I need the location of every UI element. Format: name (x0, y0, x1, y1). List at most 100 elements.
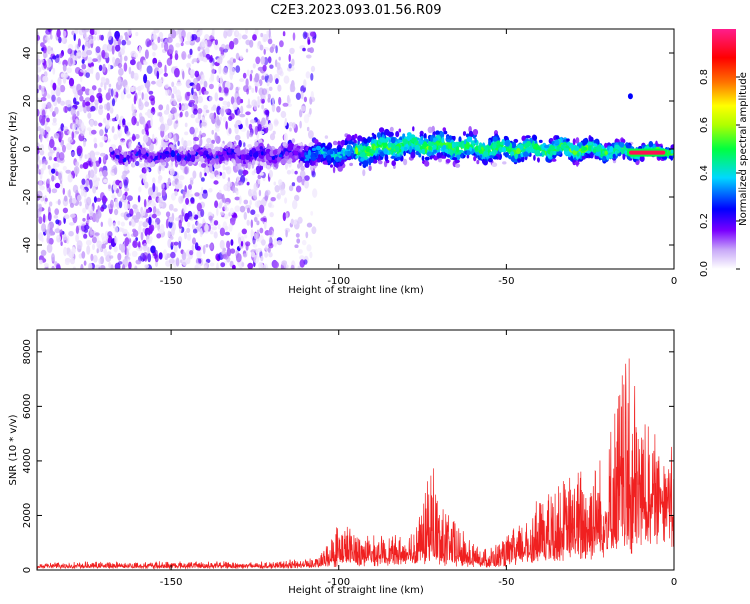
heatmap-cell (263, 48, 266, 55)
heatmap-cell (286, 170, 292, 175)
heatmap-cell (152, 51, 156, 57)
heatmap-cell (280, 110, 287, 119)
heatmap-cell (258, 204, 265, 214)
heatmap-cell (574, 145, 580, 152)
heatmap-cell (95, 197, 102, 202)
heatmap-cell (37, 108, 40, 117)
heatmap-cell (189, 99, 196, 104)
heatmap-cell (291, 122, 296, 129)
heatmap-cell (569, 144, 575, 149)
heatmap-cell (295, 185, 302, 193)
heatmap-cell (141, 129, 145, 135)
heatmap-cell (268, 73, 273, 84)
heatmap-cell (151, 220, 155, 225)
heatmap-cell (282, 141, 287, 147)
heatmap-cell (523, 151, 529, 158)
heatmap-cell (164, 83, 169, 89)
heatmap-cell (105, 120, 110, 129)
heatmap-cell (47, 212, 52, 222)
heatmap-cell (46, 58, 52, 68)
snr-series-line (37, 358, 674, 570)
heatmap-cell (582, 146, 588, 151)
heatmap-cell (136, 121, 140, 127)
heatmap-cell (119, 139, 123, 147)
heatmap-cell (249, 73, 253, 82)
heatmap-cell (259, 44, 264, 51)
heatmap-cell (181, 137, 184, 146)
heatmap-cell (173, 243, 178, 253)
heatmap-cell (290, 66, 295, 71)
heatmap-cell (481, 158, 486, 164)
heatmap-cell (142, 242, 148, 252)
heatmap-cell (98, 107, 104, 116)
heatmap-cell (124, 187, 130, 192)
heatmap-cell (408, 140, 412, 147)
heatmap-cell (164, 150, 170, 155)
heatmap-cell (230, 248, 236, 254)
heatmap-cell (58, 152, 65, 161)
heatmap-cell (501, 147, 507, 153)
heatmap-cell (91, 156, 97, 163)
heatmap-cell (278, 154, 283, 158)
heatmap-cell (43, 60, 47, 69)
heatmap-cell (117, 252, 122, 261)
heatmap-cell (191, 103, 194, 113)
heatmap-cell (58, 172, 62, 180)
heatmap-cell (203, 261, 209, 269)
heatmap-cell (262, 162, 266, 166)
heatmap-cell (264, 252, 269, 258)
heatmap-cell (397, 139, 403, 143)
heatmap-cell (362, 145, 367, 151)
heatmap-cell (172, 223, 177, 231)
heatmap-cell (184, 213, 189, 222)
heatmap-cell (141, 209, 146, 216)
heatmap-cell (37, 74, 40, 83)
heatmap-cell (299, 109, 303, 118)
heatmap-cell (424, 156, 430, 161)
heatmap-cell (165, 218, 169, 229)
heatmap-cell (264, 195, 269, 201)
heatmap-cell (514, 153, 518, 160)
heatmap-cell (189, 216, 195, 221)
heatmap-cell (111, 126, 115, 133)
colorbar-tick-label: 0.8 (699, 69, 710, 85)
heatmap-cell (173, 208, 178, 212)
heatmap-cell (346, 134, 352, 141)
heatmap-cell (291, 169, 295, 175)
y-tick-label: 0 (22, 146, 33, 152)
heatmap-cell (508, 155, 512, 160)
heatmap-cell (203, 150, 209, 155)
heatmap-cell (49, 229, 54, 236)
heatmap-cell (363, 138, 368, 144)
heatmap-cell (199, 52, 203, 57)
heatmap-cell (362, 160, 369, 166)
heatmap-cell (62, 73, 69, 78)
heatmap-cell (168, 203, 174, 211)
heatmap-cell (200, 208, 205, 218)
heatmap-cell (38, 179, 43, 190)
heatmap-cell (291, 58, 295, 67)
heatmap-cell (474, 137, 477, 143)
heatmap-cell (284, 151, 289, 157)
heatmap-cell (89, 226, 93, 235)
x-tick-label: -150 (160, 577, 183, 588)
heatmap-cell (237, 33, 242, 40)
heatmap-cell (223, 116, 227, 123)
heatmap-cell (168, 220, 173, 229)
heatmap-cell (130, 59, 136, 66)
heatmap-cell (409, 145, 412, 153)
heatmap-cell (550, 150, 553, 157)
heatmap-cell (117, 220, 121, 226)
heatmap-cell (102, 197, 108, 203)
heatmap-cell (110, 88, 114, 97)
heatmap-cell (196, 202, 202, 212)
heatmap-cell (128, 141, 132, 151)
heatmap-cell (186, 189, 190, 199)
heatmap-cell (160, 123, 166, 132)
heatmap-cell (209, 230, 214, 235)
heatmap-cell (602, 155, 606, 162)
heatmap-cell (157, 36, 161, 44)
heatmap-cell (121, 39, 127, 46)
heatmap-cell (148, 187, 153, 197)
heatmap-cell (52, 67, 56, 75)
